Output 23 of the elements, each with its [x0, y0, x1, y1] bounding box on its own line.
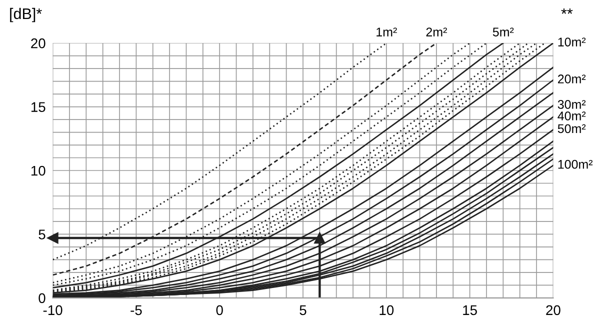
y-tick-label: 0	[38, 293, 46, 304]
x-tick-label: 15	[463, 305, 477, 316]
x-tick-label: 10	[380, 305, 394, 316]
text: **	[561, 8, 573, 14]
series-label: 10m²	[558, 38, 586, 46]
x-tick-label: 20	[546, 305, 560, 316]
series-label: 1m²	[376, 28, 397, 36]
series-label: 50m²	[558, 124, 586, 134]
x-tick-label: 0	[216, 305, 223, 316]
y-tick-label: 5	[38, 230, 46, 240]
series-label: 20m²	[558, 74, 586, 84]
series-label: 100m²	[558, 160, 593, 169]
y-axis-title: [dB]*	[10, 8, 42, 22]
series-label: 40m²	[558, 111, 586, 120]
y-tick-label: 10	[31, 166, 46, 176]
x-tick-label: 5	[300, 305, 306, 316]
x-tick-label: -5	[130, 305, 142, 316]
y-tick-label: 15	[31, 102, 46, 112]
series-label: 30m²	[558, 100, 586, 109]
series-label: 2m²	[426, 28, 447, 36]
series-label: 5m²	[492, 28, 514, 36]
y-tick-label: 20	[31, 38, 46, 48]
x-tick-label: -10	[43, 305, 62, 316]
